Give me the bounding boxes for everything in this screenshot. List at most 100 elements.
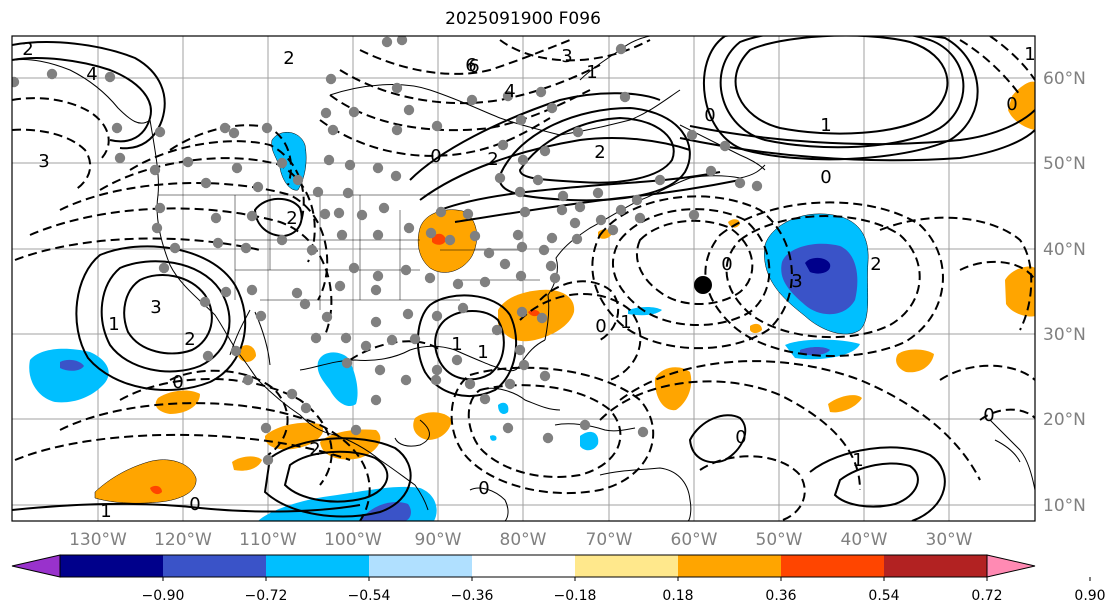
station-dot <box>378 202 390 214</box>
station-dot <box>374 364 386 376</box>
station-dot <box>688 209 700 221</box>
contour-label: 2 <box>870 254 881 275</box>
station-dot <box>402 308 414 320</box>
station-dot <box>323 154 335 166</box>
station-dot <box>151 222 163 234</box>
contour-label: 0 <box>820 167 831 188</box>
lat-tick-label: 30°N <box>1043 325 1086 345</box>
station-dot <box>158 262 170 274</box>
lat-tick-label: 40°N <box>1043 240 1086 260</box>
station-dot <box>538 244 550 256</box>
station-dot <box>292 174 304 186</box>
contour-label: 2 <box>309 439 320 460</box>
station-dot <box>502 422 514 434</box>
station-dot <box>556 204 568 216</box>
lat-tick-label: 20°N <box>1043 410 1086 430</box>
station-dot <box>210 212 222 224</box>
station-dot <box>518 359 530 371</box>
station-dot <box>212 237 224 249</box>
station-dot <box>111 122 123 134</box>
station-dot <box>255 310 267 322</box>
contour-label: 1 <box>586 62 597 83</box>
contour-label: 1 <box>852 450 863 471</box>
station-dot <box>517 154 529 166</box>
station-dot <box>515 270 527 282</box>
lon-tick-label: 70°W <box>586 530 633 550</box>
station-dot <box>514 344 526 356</box>
contour-label: 1 <box>451 334 462 355</box>
station-dot <box>114 152 126 164</box>
contour-label: 1 <box>100 501 111 522</box>
station-dot <box>705 165 717 177</box>
station-dot <box>242 374 254 386</box>
station-dot <box>372 270 384 282</box>
station-dot <box>182 156 194 168</box>
station-dot <box>348 106 360 118</box>
longitude-tick-labels: 130°W 120°W 110°W 100°W 90°W 80°W 70°W 60°W 50°W… <box>69 530 973 550</box>
lon-tick-label: 60°W <box>671 530 718 550</box>
station-dot <box>444 234 456 246</box>
station-dot <box>536 312 548 324</box>
station-dot <box>403 104 415 116</box>
contour-label: 3 <box>561 46 572 67</box>
station-dot <box>360 340 372 352</box>
station-dot <box>276 157 288 169</box>
contour-label: 2 <box>594 142 605 163</box>
negative-anomaly-shading <box>29 132 869 521</box>
station-dot <box>515 114 527 126</box>
contour-label: 0 <box>721 254 732 275</box>
station-dot <box>479 276 491 288</box>
station-dot <box>464 378 476 390</box>
station-dot <box>430 374 442 386</box>
station-dot <box>452 278 464 290</box>
station-dot <box>348 262 360 274</box>
station-dot <box>462 208 474 220</box>
station-dot <box>546 232 558 244</box>
contour-label: 6 <box>468 56 479 77</box>
station-dot <box>615 43 627 55</box>
station-dot <box>466 94 478 106</box>
station-dot <box>532 174 544 186</box>
lon-tick-label: 100°W <box>324 530 382 550</box>
station-dot <box>539 145 551 157</box>
station-dot <box>519 206 531 218</box>
station-dot <box>310 332 322 344</box>
contour-label: 1 <box>620 312 631 333</box>
positive-anomaly-shading <box>94 81 1035 504</box>
station-dot <box>569 217 581 229</box>
station-dot <box>545 260 557 272</box>
storm-center-marker <box>694 276 712 294</box>
station-dot <box>340 332 352 344</box>
station-dot <box>491 324 503 336</box>
station-dot <box>291 287 303 299</box>
station-dot <box>424 272 436 284</box>
station-dot <box>457 302 469 314</box>
lat-tick-label: 60°N <box>1043 69 1086 89</box>
station-dot <box>615 204 627 216</box>
station-dot <box>321 311 333 323</box>
lon-tick-label: 30°W <box>926 530 973 550</box>
station-dot <box>557 190 569 202</box>
station-dot <box>169 242 181 254</box>
station-dot <box>734 177 746 189</box>
station-dot <box>342 187 354 199</box>
station-dot <box>499 258 511 270</box>
station-dot <box>607 224 619 236</box>
contour-label: 1 <box>477 342 488 363</box>
station-dot <box>574 201 586 213</box>
station-dot <box>286 388 298 400</box>
station-dot <box>246 284 258 296</box>
station-dot <box>637 426 649 438</box>
station-dot <box>220 286 232 298</box>
contour-lines-dashed <box>12 36 1035 521</box>
contour-label: 4 <box>86 64 97 85</box>
station-dot <box>372 229 384 241</box>
contour-label: 0 <box>595 316 606 337</box>
station-dot <box>435 206 447 218</box>
station-dot <box>751 180 763 192</box>
station-dot <box>149 164 161 176</box>
station-dot <box>571 233 583 245</box>
station-dot <box>325 73 337 85</box>
station-dot <box>469 230 481 242</box>
